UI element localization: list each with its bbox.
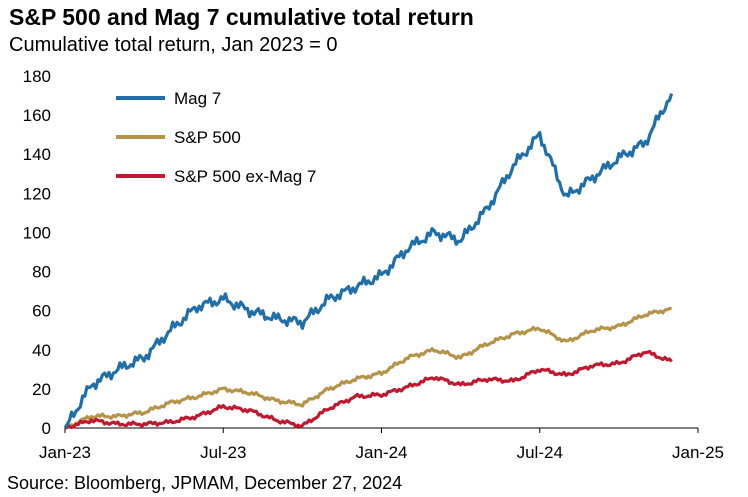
plot-area <box>63 93 674 430</box>
x-axis: Jan-23 Jul-23 Jan-24 Jul-24 Jan-25 <box>39 427 724 462</box>
chart-subtitle: Cumulative total return, Jan 2023 = 0 <box>9 34 338 56</box>
chart-title: S&P 500 and Mag 7 cumulative total retur… <box>9 4 474 30</box>
y-tick-label: 140 <box>23 145 51 164</box>
y-tick-label: 120 <box>23 184 51 203</box>
x-tick-label: Jul-23 <box>200 443 246 462</box>
series-line-s-p-500 <box>64 306 672 430</box>
x-tick-label: Jan-24 <box>356 443 408 462</box>
y-tick-label: 80 <box>32 263 51 282</box>
x-tick-label: Jan-25 <box>672 443 724 462</box>
y-tick-label: 100 <box>23 223 51 242</box>
legend-label: S&P 500 ex-Mag 7 <box>174 167 316 186</box>
series-line-s-p-500-ex-mag-7 <box>64 349 673 430</box>
x-tick-label: Jan-23 <box>39 443 91 462</box>
series-line-mag-7 <box>63 93 674 429</box>
y-tick-label: 0 <box>42 419 51 438</box>
y-tick-label: 20 <box>32 380 51 399</box>
x-tick-label: Jul-24 <box>517 443 563 462</box>
legend-label: S&P 500 <box>174 128 241 147</box>
legend-label: Mag 7 <box>174 89 221 108</box>
y-tick-label: 40 <box>32 341 51 360</box>
y-tick-label: 180 <box>23 67 51 86</box>
y-axis: 0 20 40 60 80 100 120 140 160 180 <box>23 67 51 438</box>
source-note: Source: Bloomberg, JPMAM, December 27, 2… <box>7 473 403 493</box>
y-tick-label: 160 <box>23 106 51 125</box>
y-tick-label: 60 <box>32 302 51 321</box>
legend: Mag 7 S&P 500 S&P 500 ex-Mag 7 <box>116 89 316 186</box>
